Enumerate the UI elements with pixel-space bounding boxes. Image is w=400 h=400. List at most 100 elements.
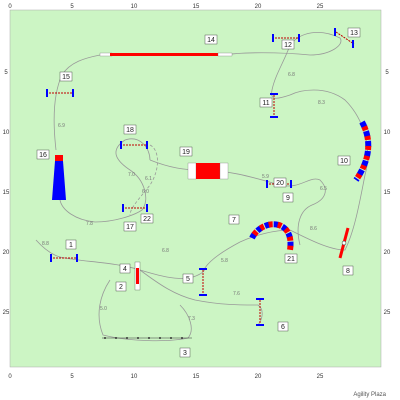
obstacle-number: 17 bbox=[126, 224, 134, 231]
label-22: 22 bbox=[140, 213, 154, 224]
label-12: 12 bbox=[281, 39, 295, 50]
distance-label: 7.8 bbox=[86, 221, 93, 227]
jump-wing bbox=[266, 180, 268, 188]
tunnel-body bbox=[52, 161, 66, 200]
label-15: 15 bbox=[59, 71, 73, 82]
tick-bottom-20: 20 bbox=[255, 374, 262, 380]
path-segment-lower bbox=[139, 269, 263, 326]
distance-label: 6.8 bbox=[288, 72, 295, 78]
tick-right-25: 25 bbox=[384, 310, 391, 316]
obstacle-number: 4 bbox=[123, 266, 127, 273]
axis-left: 5 10 15 20 25 bbox=[3, 70, 10, 316]
axis-right: 5 10 15 20 25 bbox=[384, 70, 391, 316]
distance-label: 6.0 bbox=[142, 189, 149, 195]
tick-bottom-15: 15 bbox=[193, 374, 200, 380]
arch-tunnel-stripes bbox=[249, 221, 294, 251]
jump-wing bbox=[50, 254, 52, 262]
distance-label: 7.0 bbox=[128, 172, 135, 178]
label-20: 20 bbox=[273, 177, 287, 188]
label-17: 17 bbox=[123, 221, 137, 232]
distance-label: 8.8 bbox=[42, 241, 49, 247]
jump-13[interactable] bbox=[334, 28, 355, 48]
tick-bottom-0: 0 bbox=[8, 374, 12, 380]
obstacle-number: 10 bbox=[340, 158, 348, 165]
tick-left-25: 25 bbox=[3, 310, 10, 316]
obstacle-number: 12 bbox=[284, 42, 292, 49]
jump-wing bbox=[146, 204, 148, 212]
tick-right-5: 5 bbox=[385, 70, 389, 76]
distance-label: 8.3 bbox=[318, 100, 325, 106]
number-labels: 1 2 3 4 5 6 7 8 9 10 11 12 13 14 15 16 1… bbox=[36, 27, 361, 358]
jump-5[interactable] bbox=[199, 268, 207, 296]
obstacle-number: 19 bbox=[182, 149, 190, 156]
obstacle-dogwalk-top[interactable] bbox=[99, 52, 233, 57]
distance-label: 5.8 bbox=[221, 258, 228, 264]
tick-bottom-25: 25 bbox=[317, 374, 324, 380]
path-segment-bottom-loop bbox=[98, 279, 192, 342]
tick-left-5: 5 bbox=[4, 70, 8, 76]
tire-frame-left bbox=[187, 162, 197, 180]
obstacle-number: 16 bbox=[39, 152, 47, 159]
arch-tunnel-body bbox=[249, 221, 294, 251]
tick-left-20: 20 bbox=[3, 250, 10, 256]
jump-12[interactable] bbox=[272, 34, 300, 42]
jump-wing bbox=[256, 298, 264, 300]
jump-wing bbox=[272, 34, 274, 42]
jump-17[interactable] bbox=[122, 204, 148, 212]
obstacle-tire[interactable] bbox=[187, 162, 229, 180]
label-21: 21 bbox=[284, 253, 298, 264]
tunnel-entry bbox=[55, 155, 63, 161]
obstacle-tunnel-left[interactable] bbox=[52, 155, 66, 200]
path-segment-tunnel-exit bbox=[59, 138, 151, 223]
seesaw-pivot bbox=[341, 240, 347, 246]
obstacle-number: 2 bbox=[119, 284, 123, 291]
tick-left-10: 10 bbox=[3, 130, 10, 136]
jump-wing bbox=[76, 254, 78, 262]
weave-pole bbox=[159, 337, 161, 339]
distance-label: 8.6 bbox=[310, 226, 317, 232]
jump-15[interactable] bbox=[46, 89, 74, 97]
obstacle-weave-poles[interactable] bbox=[102, 337, 192, 339]
jump-11[interactable] bbox=[270, 93, 278, 118]
obstacle-arch-tunnel[interactable] bbox=[249, 221, 294, 251]
obstacle-number: 13 bbox=[350, 30, 358, 37]
credit-text: Agility Plaza bbox=[353, 392, 386, 398]
tick-top-20: 20 bbox=[255, 4, 262, 10]
label-5: 5 bbox=[182, 273, 194, 284]
jump-1[interactable] bbox=[50, 254, 78, 262]
label-6: 6 bbox=[277, 321, 289, 332]
distance-label: 5.0 bbox=[100, 306, 107, 312]
distance-labels: 8.8 7.8 6.9 7.0 7.3 6.1 5.8 7.6 6.8 8.6 … bbox=[42, 72, 327, 322]
distance-label: 7.6 bbox=[233, 291, 240, 297]
jump-wing bbox=[290, 180, 292, 188]
obstacle-vertical-frame[interactable] bbox=[134, 261, 141, 291]
obstacle-seesaw-right[interactable] bbox=[338, 227, 350, 259]
obstacle-number: 8 bbox=[346, 268, 350, 275]
jump-wing bbox=[120, 141, 122, 149]
label-8: 8 bbox=[342, 265, 354, 276]
obstacle-number: 1 bbox=[69, 242, 73, 249]
jumps bbox=[46, 28, 355, 326]
jump-6[interactable] bbox=[256, 298, 264, 326]
jump-wing bbox=[298, 34, 300, 42]
jump-wing bbox=[199, 294, 207, 296]
obstacle-number: 22 bbox=[143, 216, 151, 223]
distance-label: 5.9 bbox=[262, 174, 269, 180]
tick-top-10: 10 bbox=[131, 4, 138, 10]
weave-pole bbox=[181, 337, 183, 339]
obstacle-number: 14 bbox=[207, 37, 215, 44]
jump-wing bbox=[256, 324, 264, 326]
obstacle-curved-tunnel-right[interactable] bbox=[353, 120, 372, 182]
obstacle-number: 18 bbox=[126, 127, 134, 134]
distance-label: 6.5 bbox=[320, 186, 327, 192]
jump-wing bbox=[334, 28, 336, 36]
obstacle-number: 21 bbox=[287, 256, 295, 263]
label-13: 13 bbox=[347, 27, 361, 38]
distance-label: 7.3 bbox=[188, 316, 195, 322]
frame-red bbox=[136, 268, 139, 284]
obstacle-number: 6 bbox=[281, 324, 285, 331]
weave-pole bbox=[126, 337, 128, 339]
jump-wing bbox=[352, 40, 354, 48]
jump-18[interactable] bbox=[120, 141, 148, 149]
